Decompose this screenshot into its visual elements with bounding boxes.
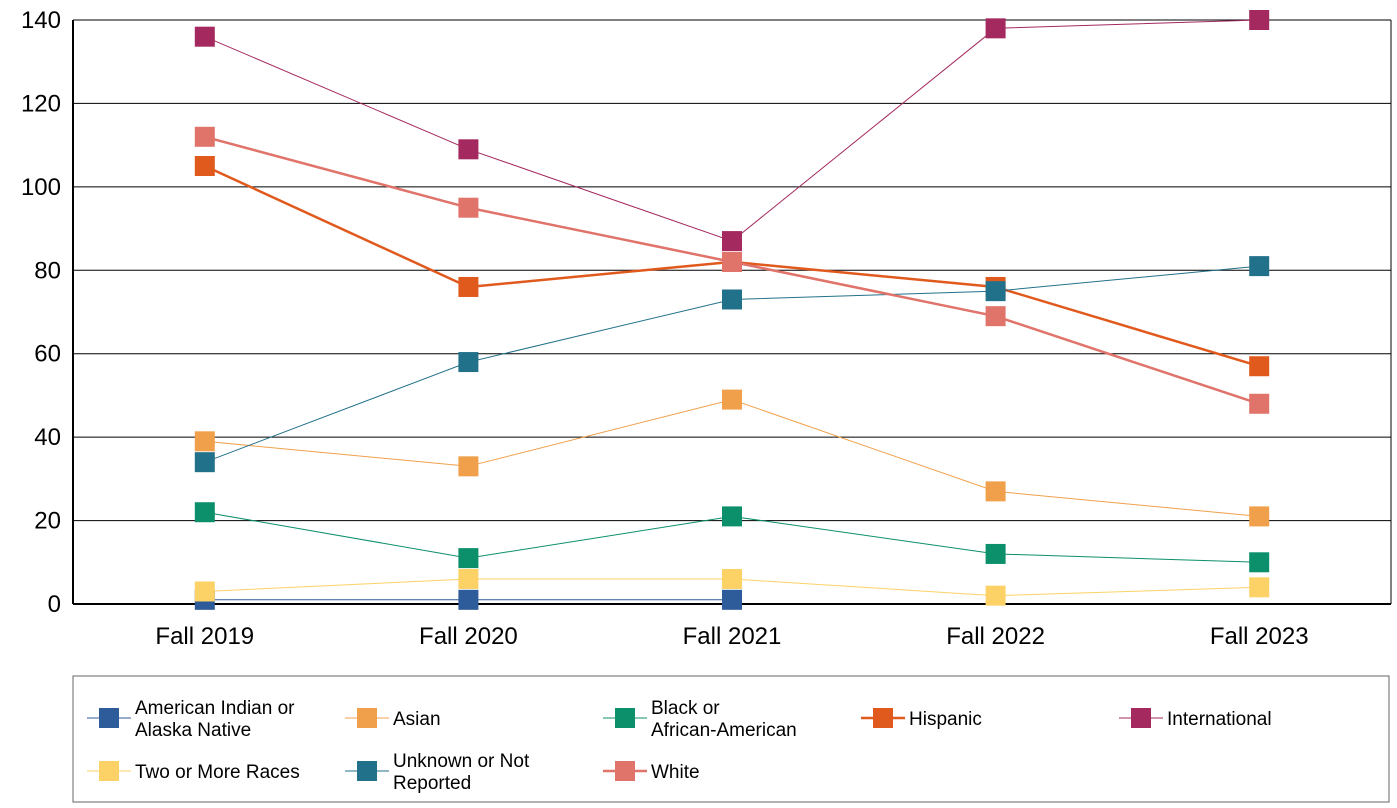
data-point-marker <box>985 18 1006 39</box>
data-point-marker <box>722 231 742 252</box>
legend-item: Unknown or Not Reported <box>345 751 530 794</box>
legend-item: International <box>1119 708 1272 730</box>
data-point-marker <box>194 126 215 147</box>
x-tick-label: Fall 2023 <box>1210 623 1309 650</box>
data-point-marker <box>1249 577 1270 598</box>
data-point-marker <box>1249 10 1270 30</box>
legend-label: Asian <box>393 709 441 730</box>
y-tick-label: 60 <box>34 341 61 368</box>
legend-marker <box>1131 708 1151 728</box>
data-point-marker <box>985 481 1006 502</box>
data-point-marker <box>458 352 479 373</box>
legend-item: Hispanic <box>861 708 982 730</box>
legend-label: International <box>1167 709 1272 730</box>
x-tick-label: Fall 2021 <box>683 623 782 650</box>
data-point-marker <box>722 251 742 272</box>
legend-item: White <box>603 761 700 783</box>
y-tick-label: 140 <box>21 7 61 34</box>
y-tick-label: 0 <box>48 591 61 618</box>
legend-marker <box>357 761 377 781</box>
series-line <box>204 399 1260 517</box>
legend-marker <box>357 708 377 728</box>
legend-label: Hispanic <box>909 709 982 730</box>
x-tick-label: Fall 2022 <box>946 623 1045 650</box>
data-point-marker <box>194 26 215 47</box>
data-point-marker <box>722 589 742 610</box>
y-tick-label: 100 <box>21 174 61 201</box>
legend-label: American Indian or Alaska Native <box>135 698 295 741</box>
data-point-marker <box>985 306 1006 327</box>
legend-marker <box>615 708 635 728</box>
legend-box <box>72 675 1390 803</box>
data-point-marker <box>194 502 215 523</box>
x-tick-label: Fall 2020 <box>419 623 518 650</box>
data-point-marker <box>985 585 1006 606</box>
y-tick-label: 120 <box>21 90 61 117</box>
data-point-marker <box>458 548 479 569</box>
data-point-marker <box>458 568 479 589</box>
legend-label: Unknown or Not Reported <box>393 751 530 794</box>
legend-marker <box>99 708 119 728</box>
data-point-marker <box>194 581 215 602</box>
y-tick-label: 20 <box>34 508 61 535</box>
data-point-marker <box>194 452 215 473</box>
data-point-marker <box>458 139 479 160</box>
x-tick-label: Fall 2019 <box>155 623 254 650</box>
series-markers <box>194 10 1270 610</box>
data-point-marker <box>194 431 215 452</box>
data-point-marker <box>194 156 215 176</box>
legend-label: Two or More Races <box>135 762 300 783</box>
data-point-marker <box>1249 552 1270 573</box>
legend-marker <box>99 761 119 781</box>
x-axis-ticks: Fall 2019 Fall 2020 Fall 2021 Fall 2022 Fall… <box>155 623 1308 650</box>
data-point-marker <box>458 276 479 297</box>
data-point-marker <box>1249 506 1270 527</box>
data-point-marker <box>985 543 1006 564</box>
legend-marker <box>873 708 893 728</box>
series-line <box>204 19 1260 242</box>
data-point-marker <box>458 197 479 218</box>
y-tick-label: 80 <box>34 257 61 284</box>
y-tick-label: 40 <box>34 424 61 451</box>
data-point-marker <box>458 589 479 610</box>
data-point-marker <box>1249 393 1270 414</box>
legend-item: Asian <box>345 708 441 730</box>
data-point-marker <box>1249 256 1270 277</box>
data-point-marker <box>722 389 742 410</box>
legend-marker <box>615 761 635 781</box>
y-axis-ticks: 0 20 40 60 80 100 120 140 <box>21 7 61 618</box>
legend-label: White <box>651 762 700 783</box>
legend-item: Black or African-American <box>603 698 797 741</box>
data-point-marker <box>722 506 742 527</box>
legend-label: Black or African-American <box>651 698 797 741</box>
data-point-marker <box>1249 356 1270 377</box>
legend-item: American Indian or Alaska Native <box>87 698 295 741</box>
legend: American Indian or Alaska Native Asian Blac… <box>87 698 1272 794</box>
data-point-marker <box>722 289 742 310</box>
legend-item: Two or More Races <box>87 761 300 783</box>
data-point-marker <box>458 456 479 477</box>
data-point-marker <box>985 281 1006 302</box>
data-point-marker <box>722 568 742 589</box>
